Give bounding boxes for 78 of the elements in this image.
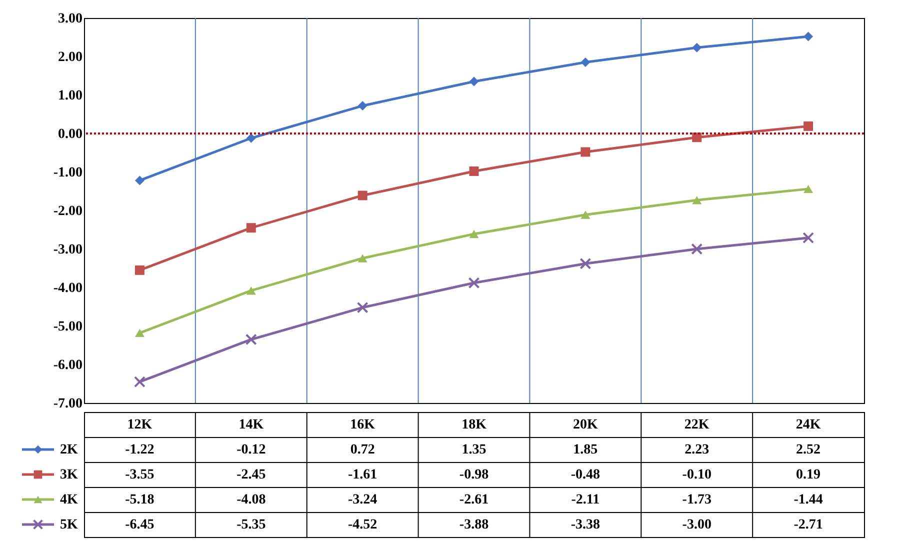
point [692, 132, 702, 142]
y-tick-label: 0.00 [58, 127, 82, 142]
point [356, 302, 368, 314]
point [691, 243, 703, 255]
data-label: 1.85 [573, 442, 598, 458]
x-tick-label: 12K [127, 418, 152, 432]
data-label: -6.45 [125, 518, 154, 532]
x-tick-label: 16K [350, 418, 376, 432]
y-tick-label: -1.00 [53, 166, 82, 180]
point [692, 42, 702, 52]
data-label: -2.71 [794, 518, 823, 532]
point [469, 230, 479, 238]
point [804, 32, 814, 42]
data-label: -2.11 [571, 492, 600, 508]
point [469, 166, 479, 176]
point [580, 258, 592, 270]
point [246, 133, 256, 143]
data-label: -5.18 [125, 492, 154, 508]
y-tick-label: -2.00 [53, 204, 82, 219]
data-label: -3.00 [682, 518, 712, 532]
data-label: -3.24 [348, 492, 378, 508]
data-label: -5.35 [236, 518, 266, 532]
point [246, 223, 256, 233]
data-label: 0.19 [796, 468, 821, 482]
legend-label: 2K [60, 442, 78, 458]
data-label: 2.23 [684, 442, 710, 458]
point [804, 121, 814, 131]
point [804, 184, 814, 194]
point [245, 334, 257, 346]
data-label: -2.45 [236, 468, 266, 482]
data-label: -4.08 [236, 492, 266, 508]
data-label: -1.73 [682, 492, 712, 508]
data-label: -1.61 [348, 468, 378, 482]
y-tick-label: 3.00 [58, 12, 82, 26]
data-label: -0.48 [570, 468, 600, 482]
x-tick-label: 22K [684, 418, 710, 432]
point [134, 376, 146, 388]
point [246, 286, 256, 295]
point [580, 210, 590, 219]
data-label: 0.72 [350, 442, 375, 458]
legend-label: 5K [60, 518, 78, 532]
x-tick-label: 24K [796, 418, 821, 432]
point [134, 265, 144, 275]
y-tick-label: -5.00 [53, 320, 82, 334]
point [802, 232, 814, 244]
y-tick-label: -3.00 [53, 242, 82, 258]
y-tick-label: -6.00 [53, 358, 82, 373]
x-tick-label: 20K [572, 418, 598, 432]
y-tick-label: -7.00 [53, 396, 82, 412]
data-label: -2.61 [459, 492, 489, 508]
point [580, 147, 590, 157]
data-label: -4.52 [348, 518, 378, 532]
legend-label: 3K [60, 468, 78, 482]
data-label: -0.12 [236, 442, 266, 458]
point [134, 328, 144, 338]
data-label: -0.10 [682, 468, 712, 482]
y-tick-label: -4.00 [53, 281, 82, 296]
data-label: 2.52 [796, 442, 821, 458]
point [580, 58, 590, 68]
data-label: -3.88 [459, 518, 489, 532]
data-label: -3.38 [570, 518, 600, 532]
x-tick-label: 14K [238, 418, 264, 432]
data-label: 1.35 [462, 442, 486, 458]
point [358, 101, 368, 111]
legend-label: 4K [60, 492, 78, 508]
point [358, 190, 368, 200]
point [358, 254, 368, 262]
point [692, 196, 702, 204]
y-tick-label: 2.00 [58, 50, 82, 65]
data-label: -1.44 [794, 492, 823, 508]
x-tick-label: 18K [462, 418, 487, 432]
point [134, 176, 144, 186]
point [468, 277, 480, 289]
data-label: -0.98 [459, 468, 489, 482]
data-label: -1.22 [125, 442, 154, 458]
point [469, 76, 479, 86]
y-tick-label: 1.00 [58, 88, 82, 104]
data-label: -3.55 [125, 468, 154, 482]
